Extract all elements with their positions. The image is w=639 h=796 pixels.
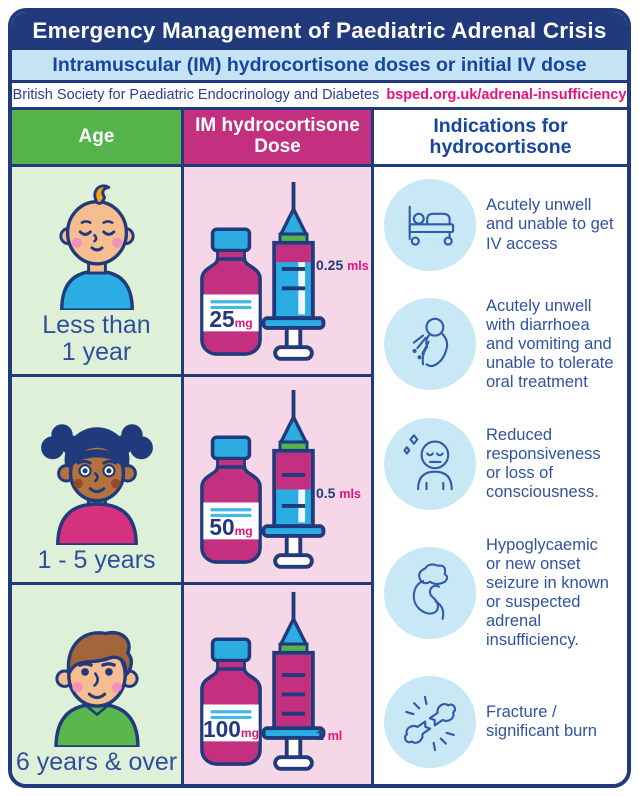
list-item: Acutely unwell with diarrhoea and vomiti…	[384, 297, 619, 393]
syringe-volume-label: 1 ml	[316, 727, 342, 743]
syringe-icon	[261, 390, 326, 570]
syringe-volume-label: 0.25 mls	[316, 257, 369, 273]
table-row-age-under1: Less than 1 year	[12, 167, 184, 377]
drowsy-face-icon	[403, 434, 453, 491]
girl-face-icon	[40, 424, 153, 545]
baby-face-icon	[58, 184, 135, 310]
syringe-unit: ml	[327, 729, 343, 743]
vial-unit: mg	[235, 316, 253, 330]
vial-unit: mg	[235, 524, 253, 538]
poster-frame: Emergency Management of Paediatric Adren…	[8, 8, 631, 788]
vial-amount: 25	[209, 306, 234, 332]
list-item: Acutely unwell and unable to get IV acce…	[384, 179, 619, 271]
attribution-bar: British Society for Paediatric Endocrino…	[12, 83, 627, 110]
column-header-age: Age	[12, 110, 184, 167]
table-row-age-6over: 6 years & over	[12, 585, 184, 784]
syringe-unit: mls	[347, 259, 369, 273]
vial-unit: mg	[241, 726, 259, 740]
age-label: 1 - 5 years	[37, 546, 156, 574]
syringe-volume-label: 0.5 mls	[316, 485, 361, 501]
kidney-icon	[412, 563, 449, 620]
hospital-bed-icon	[408, 205, 455, 246]
svg-text:25mg: 25mg	[209, 306, 252, 332]
hydrocortisone-vial-icon: 50mg	[200, 435, 262, 565]
syringe-amount: 0.5	[316, 485, 336, 501]
dose-cell-50mg: 50mg 0.5 mls	[184, 377, 374, 585]
dose-cell-25mg: 25mg 0.25 mls	[184, 167, 374, 377]
syringe-unit: mls	[339, 487, 361, 501]
age-label: Less than 1 year	[42, 311, 151, 366]
boy-face-icon	[53, 630, 140, 747]
vial-amount: 50	[209, 514, 234, 540]
syringe-icon	[261, 592, 326, 772]
syringe-icon	[261, 182, 326, 362]
bsped-url-link[interactable]: bsped.org.uk/adrenal-insufficiency	[386, 87, 627, 103]
list-item: Reduced responsiveness or loss of consci…	[384, 417, 619, 510]
hydrocortisone-vial-icon: 100mg	[200, 637, 262, 767]
list-item: Fracture / significant burn	[384, 676, 619, 768]
column-header-indications: Indications for hydrocortisone	[374, 110, 627, 167]
age-label: 6 years & over	[15, 748, 178, 776]
page-subtitle: Intramuscular (IM) hydrocortisone doses …	[12, 50, 627, 83]
dose-table: Age IM hydrocortisone Dose Indications f…	[12, 110, 627, 784]
column-header-dose: IM hydrocortisone Dose	[184, 110, 374, 167]
vomiting-person-icon	[412, 318, 449, 368]
table-row-age-1to5: 1 - 5 years	[12, 377, 184, 585]
list-item: Hypoglycaemic or new onset seizure in kn…	[384, 536, 619, 651]
syringe-amount: 1	[316, 727, 324, 743]
svg-text:50mg: 50mg	[209, 514, 252, 540]
indications-column: Acutely unwell and unable to get IV acce…	[374, 167, 627, 784]
page-title: Emergency Management of Paediatric Adren…	[12, 12, 627, 50]
broken-bone-icon	[403, 695, 457, 752]
syringe-amount: 0.25	[316, 257, 344, 273]
hydrocortisone-vial-icon: 25mg	[200, 227, 262, 357]
attribution-text: British Society for Paediatric Endocrino…	[12, 87, 380, 103]
vial-amount: 100	[203, 716, 241, 742]
svg-text:100mg: 100mg	[203, 716, 259, 742]
dose-cell-100mg: 100mg 1 ml	[184, 585, 374, 784]
